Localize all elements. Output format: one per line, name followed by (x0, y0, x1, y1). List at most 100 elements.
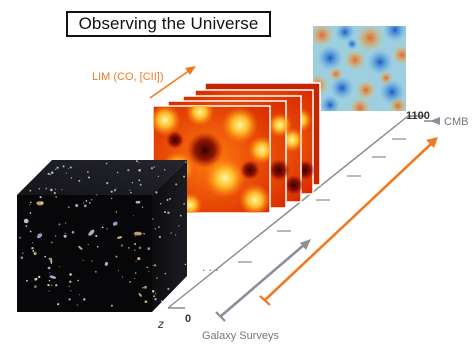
star (184, 263, 187, 266)
star (138, 246, 142, 250)
star (50, 188, 53, 192)
star (154, 228, 157, 230)
star (179, 214, 182, 217)
star (127, 169, 130, 172)
star (77, 279, 79, 282)
galaxy (135, 200, 141, 204)
star (38, 187, 40, 190)
star (64, 222, 67, 224)
cmb-map (313, 26, 406, 111)
star (47, 266, 51, 270)
star (153, 166, 156, 168)
star (61, 188, 63, 191)
star (29, 212, 32, 214)
star (159, 202, 162, 205)
star (62, 165, 65, 168)
star (147, 247, 151, 250)
star (142, 286, 144, 289)
star (115, 255, 118, 258)
star (158, 235, 162, 239)
star (48, 258, 51, 260)
star (83, 204, 87, 208)
star (32, 242, 34, 244)
star (95, 234, 98, 238)
star (91, 260, 93, 262)
star (65, 172, 67, 174)
star (129, 280, 132, 283)
star (67, 206, 70, 209)
star (115, 211, 118, 213)
star (134, 272, 137, 274)
galaxy (116, 236, 123, 239)
star (29, 201, 32, 204)
star (67, 168, 69, 170)
star (158, 226, 160, 228)
star (55, 284, 58, 287)
star (86, 171, 89, 173)
star (57, 303, 60, 306)
star (150, 167, 154, 170)
star (38, 275, 41, 279)
star (131, 182, 134, 184)
star (105, 162, 108, 165)
star (135, 160, 138, 163)
star (169, 197, 172, 200)
axis-ellipsis: . . . (202, 260, 219, 274)
star (101, 226, 104, 229)
star (68, 285, 70, 287)
star (152, 218, 154, 220)
star (75, 204, 79, 207)
star (117, 270, 119, 272)
star (35, 277, 38, 280)
galaxy (37, 233, 43, 239)
star (70, 177, 73, 179)
star (29, 204, 31, 206)
star (110, 304, 113, 307)
star (144, 285, 147, 289)
galaxy (78, 245, 83, 250)
star (152, 264, 154, 266)
star (146, 266, 148, 269)
star (96, 245, 99, 248)
galaxy (23, 218, 29, 224)
star (148, 270, 150, 272)
star (48, 279, 51, 282)
star (134, 278, 136, 280)
star (44, 255, 46, 258)
galaxy (133, 231, 142, 236)
star (183, 203, 185, 205)
star (34, 285, 37, 288)
star (18, 236, 21, 239)
star (47, 172, 50, 176)
star (151, 290, 155, 293)
star (129, 189, 131, 191)
diagram-title: Observing the Universe (66, 11, 271, 37)
star (154, 293, 157, 295)
lim-label: LIM (CO, [CII]) (92, 71, 164, 83)
star (175, 234, 177, 236)
star (163, 169, 166, 171)
star (182, 175, 186, 178)
star (83, 298, 86, 301)
star (45, 187, 48, 190)
star (26, 279, 28, 282)
cmb-marker: CMB (424, 116, 468, 128)
star (29, 230, 32, 233)
star (185, 161, 187, 163)
star (55, 196, 58, 198)
star (134, 249, 136, 251)
star (106, 181, 109, 185)
star (32, 250, 35, 252)
star (135, 260, 137, 262)
star (87, 244, 89, 246)
star (133, 215, 134, 217)
star (160, 300, 163, 302)
star (115, 188, 117, 190)
star (106, 228, 108, 230)
star (113, 189, 117, 192)
star (69, 280, 72, 284)
star (167, 287, 170, 290)
galaxy (50, 257, 53, 265)
star (76, 304, 78, 306)
